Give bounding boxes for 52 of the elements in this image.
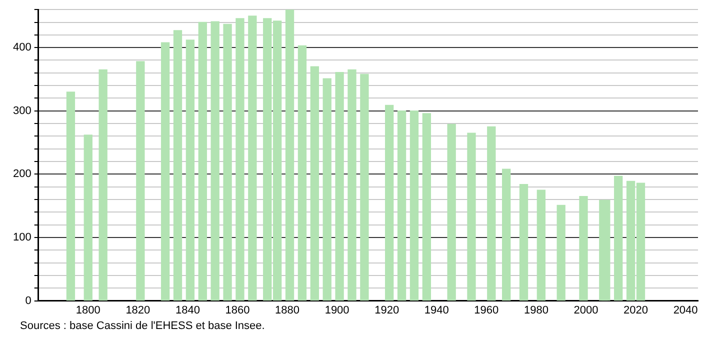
bar <box>614 176 623 301</box>
x-tick-label: 2040 <box>673 304 698 316</box>
bar <box>223 24 232 301</box>
bar <box>285 10 294 301</box>
bar <box>519 184 528 301</box>
bar <box>66 92 76 301</box>
y-tick-label: 200 <box>12 168 32 180</box>
x-tick-label: 2020 <box>624 304 648 316</box>
x-tick-label: 1800 <box>76 304 100 316</box>
bar <box>98 69 108 301</box>
bar <box>236 18 244 301</box>
bar <box>136 61 145 301</box>
bar <box>536 190 546 301</box>
bar <box>198 22 207 301</box>
bar <box>447 124 456 301</box>
bar <box>487 126 496 301</box>
bar <box>397 110 406 301</box>
y-tick-label: 0 <box>25 294 32 307</box>
y-tick-label: 400 <box>12 42 32 54</box>
bar <box>310 66 319 301</box>
bar <box>579 196 588 301</box>
bar <box>160 42 170 301</box>
source-note: Sources : base Cassini de l'EHESS et base Insee. <box>20 320 265 332</box>
bar <box>210 21 220 301</box>
x-tick-label: 1880 <box>275 304 300 316</box>
x-tick-label: 1820 <box>126 304 150 316</box>
x-tick-label: 2000 <box>574 304 598 316</box>
bar <box>360 74 369 301</box>
bar <box>335 72 344 301</box>
bar <box>173 30 182 301</box>
bar <box>422 113 432 301</box>
x-tick-label: 1940 <box>424 304 449 316</box>
bar <box>186 40 195 301</box>
bar <box>556 204 566 301</box>
bar <box>348 69 356 301</box>
x-tick-label: 1960 <box>474 304 499 316</box>
bar <box>410 110 419 301</box>
bar <box>298 45 307 301</box>
y-tick-label: 300 <box>12 104 32 117</box>
y-tick-label: 100 <box>12 232 32 244</box>
x-tick-label: 1840 <box>175 304 200 316</box>
bar <box>502 168 511 301</box>
bar <box>248 16 257 301</box>
bar <box>467 132 476 301</box>
x-tick-label: 1860 <box>225 304 250 316</box>
bar <box>322 78 332 301</box>
bar <box>84 134 92 301</box>
x-tick-label: 1900 <box>324 304 350 316</box>
bar <box>385 104 394 301</box>
x-tick-label: 1980 <box>524 304 548 316</box>
x-tick-label: 1920 <box>374 304 400 316</box>
bar <box>602 200 610 301</box>
